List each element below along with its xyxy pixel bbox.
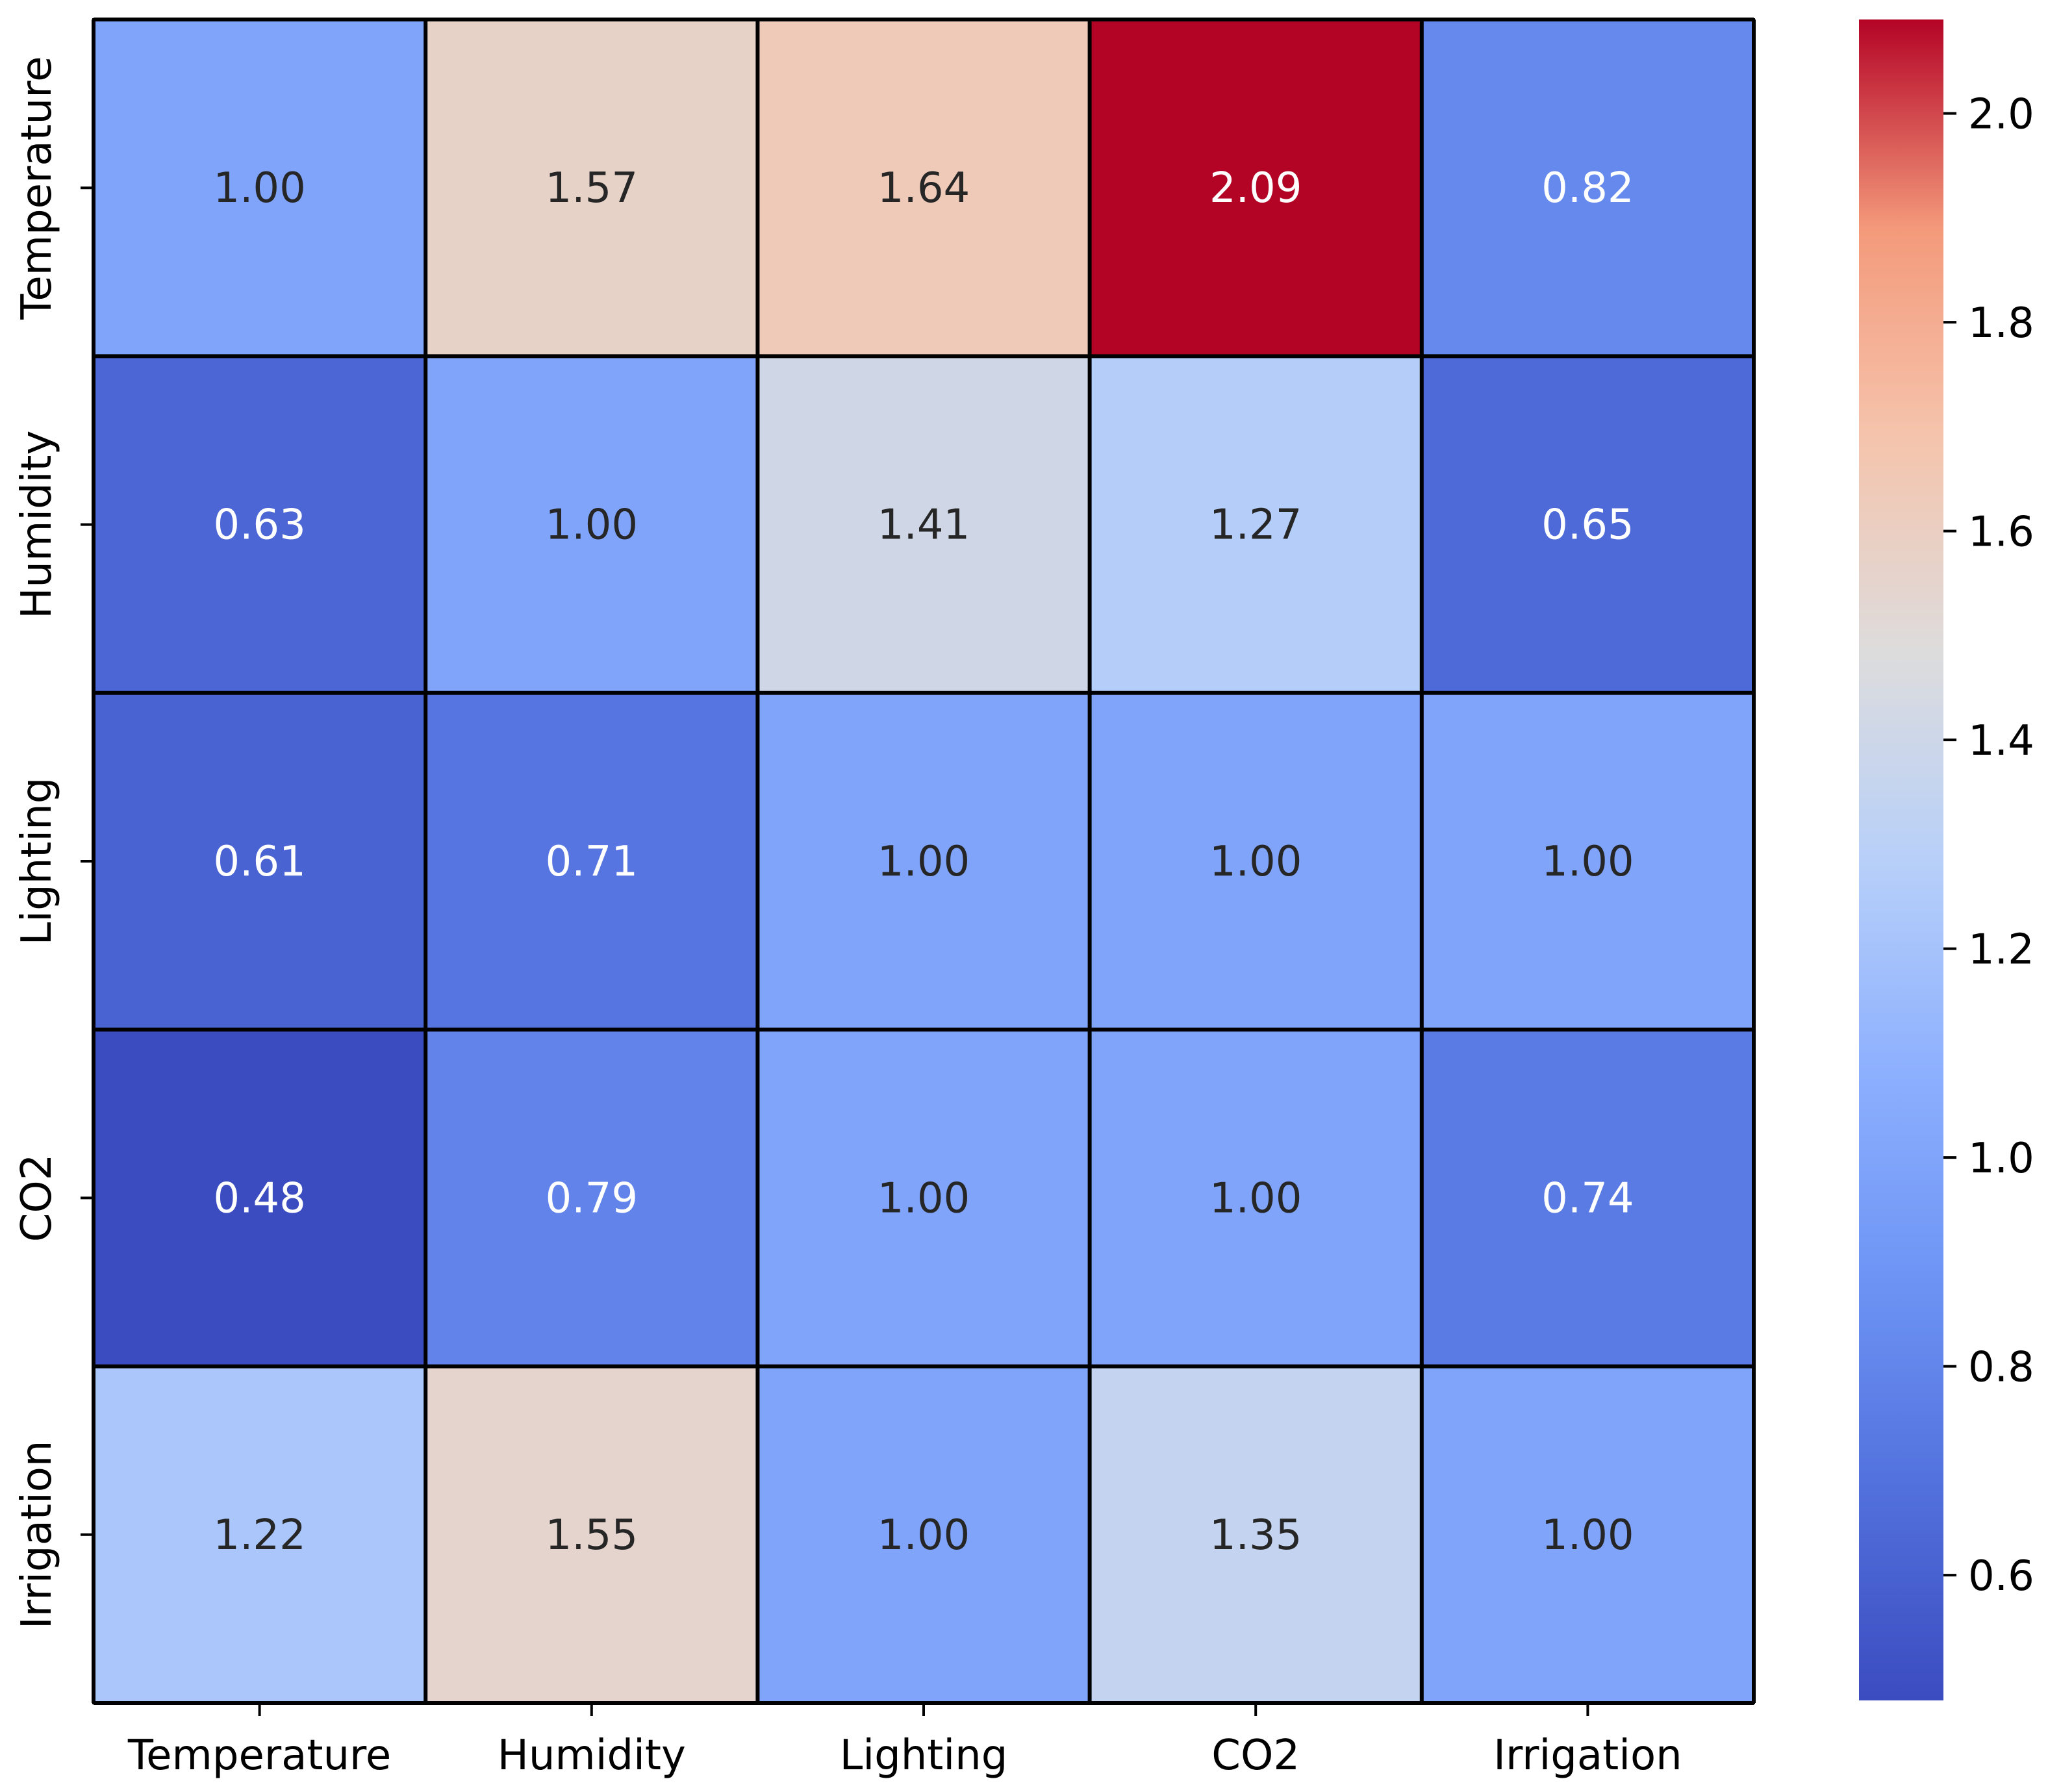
y-tick-label-irrigation: Irrigation xyxy=(13,1441,61,1630)
heatmap-cell-value: 1.41 xyxy=(878,501,970,549)
heatmap-cell-value: 1.00 xyxy=(878,1174,970,1222)
heatmap-cell-value: 1.00 xyxy=(878,1511,970,1559)
heatmap-cell-value: 0.61 xyxy=(213,838,306,886)
heatmap-cell-value: 2.09 xyxy=(1209,164,1302,212)
heatmap-cell-co2-temperature xyxy=(94,1029,426,1367)
heatmap-cell-lighting-irrigation xyxy=(1421,692,1754,1030)
heatmap-cell-value: 0.79 xyxy=(546,1174,639,1222)
y-tick-label-co2: CO2 xyxy=(13,1154,61,1243)
heatmap-cell-lighting-co2 xyxy=(1089,692,1422,1030)
heatmap-cell-irrigation-temperature xyxy=(94,1366,426,1703)
colorbar-tick-label: 1.4 xyxy=(1968,717,2034,765)
heatmap-cell-value: 1.00 xyxy=(1541,838,1634,886)
heatmap-cell-humidity-co2 xyxy=(1089,356,1422,693)
heatmap-cell-value: 0.48 xyxy=(213,1174,306,1222)
colorbar-tick-label: 0.8 xyxy=(1968,1344,2034,1392)
colorbar-tick-label: 2.0 xyxy=(1968,91,2034,139)
heatmap-cell-value: 0.74 xyxy=(1541,1174,1634,1222)
x-tick-label-irrigation: Irrigation xyxy=(1493,1732,1682,1780)
heatmap-cell-value: 0.71 xyxy=(546,838,639,886)
heatmap-cell-lighting-humidity xyxy=(425,692,758,1030)
heatmap-cell-co2-irrigation xyxy=(1421,1029,1754,1367)
heatmap-cell-value: 1.64 xyxy=(878,164,970,212)
x-tick-label-humidity: Humidity xyxy=(498,1732,686,1780)
heatmap-cell-irrigation-humidity xyxy=(425,1366,758,1703)
heatmap-cell-value: 1.00 xyxy=(1209,1174,1302,1222)
x-tick-label-lighting: Lighting xyxy=(840,1732,1008,1780)
x-tick-label-co2: CO2 xyxy=(1211,1732,1300,1780)
heatmap-cells xyxy=(94,19,1754,1703)
x-tick-label-temperature: Temperature xyxy=(127,1732,391,1780)
heatmap-cell-value: 1.00 xyxy=(878,838,970,886)
heatmap-cell-irrigation-irrigation xyxy=(1421,1366,1754,1703)
heatmap-cell-value: 1.22 xyxy=(213,1511,306,1559)
heatmap-cell-co2-lighting xyxy=(757,1029,1090,1367)
heatmap-cell-value: 1.35 xyxy=(1209,1511,1302,1559)
colorbar-gradient xyxy=(1859,19,1943,1700)
heatmap-cell-temperature-humidity xyxy=(425,19,758,357)
colorbar-tick-label: 0.6 xyxy=(1968,1552,2034,1600)
heatmap-cell-value: 1.00 xyxy=(213,164,306,212)
x-axis: Temperature Humidity Lighting CO2 Irrigation xyxy=(127,1703,1682,1780)
heatmap-cell-temperature-irrigation xyxy=(1421,19,1754,357)
y-tick-label-humidity: Humidity xyxy=(13,431,61,619)
heatmap-cell-temperature-co2 xyxy=(1089,19,1422,357)
heatmap-cell-value: 1.55 xyxy=(546,1511,639,1559)
colorbar-tick-label: 1.2 xyxy=(1968,926,2034,974)
heatmap-cell-humidity-irrigation xyxy=(1421,356,1754,693)
heatmap-cell-irrigation-lighting xyxy=(757,1366,1090,1703)
y-tick-label-lighting: Lighting xyxy=(13,777,61,946)
colorbar: 0.6 0.8 1.0 1.2 1.4 1.6 1.8 2.0 xyxy=(1859,19,2034,1700)
heatmap-cell-temperature-temperature xyxy=(94,19,426,357)
heatmap-cell-value: 1.27 xyxy=(1209,501,1302,549)
y-axis: Temperature Humidity Lighting CO2 Irrigation xyxy=(13,56,94,1629)
heatmap-cell-co2-humidity xyxy=(425,1029,758,1367)
heatmap-cell-irrigation-co2 xyxy=(1089,1366,1422,1703)
heatmap-cell-humidity-lighting xyxy=(757,356,1090,693)
heatmap-cell-value: 1.00 xyxy=(546,501,639,549)
heatmap-cell-humidity-humidity xyxy=(425,356,758,693)
colorbar-tick-label: 1.6 xyxy=(1968,509,2034,557)
heatmap-cell-labels: 1.00 1.57 1.64 2.09 0.82 0.63 1.00 1.41 1.27 0.65… xyxy=(213,164,1634,1559)
heatmap-cell-humidity-temperature xyxy=(94,356,426,693)
heatmap-cell-value: 1.57 xyxy=(546,164,639,212)
heatmap-cell-lighting-temperature xyxy=(94,692,426,1030)
heatmap-cell-lighting-lighting xyxy=(757,692,1090,1030)
heatmap-cell-value: 0.63 xyxy=(213,501,306,549)
heatmap-cell-value: 0.65 xyxy=(1541,501,1634,549)
colorbar-tick-label: 1.8 xyxy=(1968,299,2034,347)
y-tick-label-temperature: Temperature xyxy=(13,56,61,320)
heatmap-cell-temperature-lighting xyxy=(757,19,1090,357)
heatmap-cell-value: 1.00 xyxy=(1209,838,1302,886)
heatmap-cell-value: 1.00 xyxy=(1541,1511,1634,1559)
colorbar-tick-label: 1.0 xyxy=(1968,1135,2034,1183)
heatmap-cell-value: 0.82 xyxy=(1541,164,1634,212)
heatmap-cell-co2-co2 xyxy=(1089,1029,1422,1367)
